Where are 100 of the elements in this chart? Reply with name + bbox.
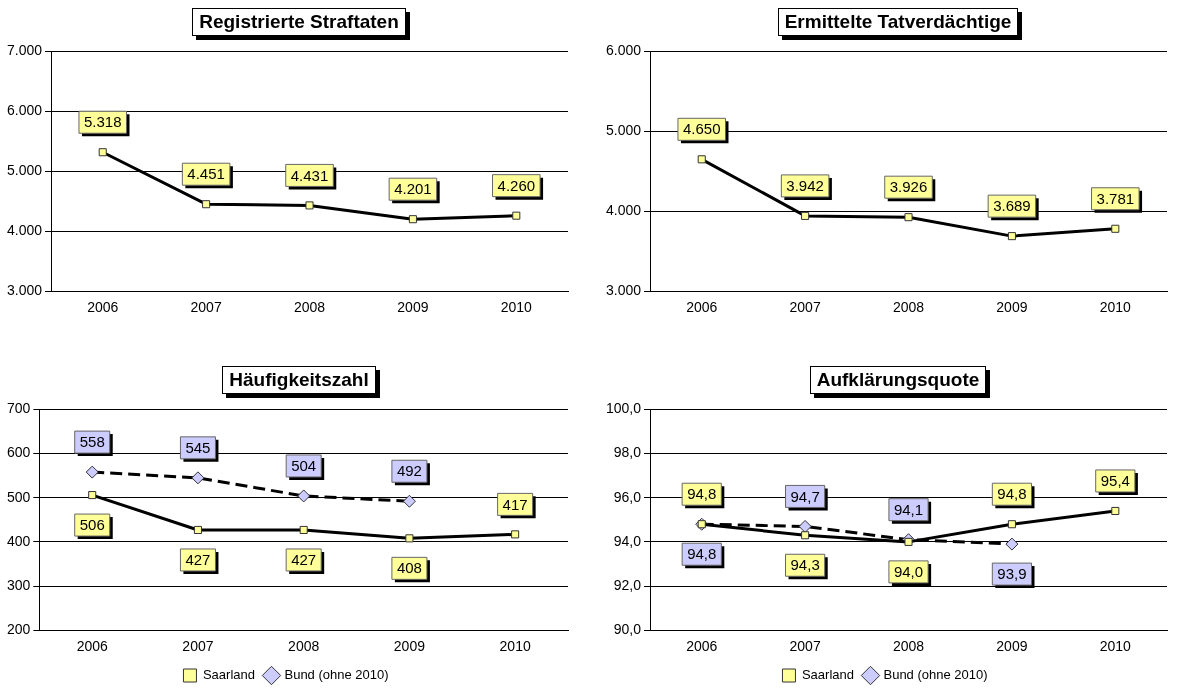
- point: [512, 211, 521, 220]
- x-tick-label: 2008: [892, 638, 925, 655]
- data-label: 545: [185, 438, 211, 456]
- x-tick-label: 2009: [397, 299, 429, 316]
- data-label: 3.689: [993, 197, 1031, 215]
- data-label: 417: [502, 495, 528, 513]
- y-tick-label: 5.000: [605, 122, 642, 139]
- legend-label: Saarland: [202, 667, 255, 683]
- data-label: 4.650: [682, 120, 721, 138]
- y-tick-label: 100,0: [605, 400, 642, 417]
- x-tick-label: 2008: [293, 299, 326, 316]
- data-label: 94,1: [893, 500, 924, 518]
- y-tick-label: 92,0: [613, 576, 642, 593]
- y-tick-label: 4.000: [6, 222, 43, 239]
- y-tick-label: 6.000: [6, 102, 43, 119]
- x-tick-label: 2010: [499, 638, 531, 655]
- data-label: 506: [79, 516, 105, 534]
- data-label: 94,8: [997, 485, 1027, 503]
- x-tick-label: 2009: [996, 638, 1028, 655]
- data-label: 408: [396, 559, 422, 577]
- point: [405, 534, 414, 543]
- data-label: 3.942: [786, 177, 824, 195]
- legend-label: Saarland: [801, 667, 854, 683]
- y-tick-label: 500: [7, 488, 31, 505]
- point: [408, 215, 417, 224]
- legend-label: Bund (ohne 2010): [883, 667, 988, 683]
- x-tick-label: 2007: [789, 299, 821, 316]
- x-tick-label: 2010: [1099, 299, 1132, 316]
- data-label: 94,7: [790, 487, 820, 505]
- point: [697, 155, 706, 164]
- x-tick-label: 2007: [190, 299, 222, 316]
- x-tick-label: 2006: [686, 299, 718, 316]
- data-label: 558: [79, 433, 105, 451]
- y-tick-label: 600: [7, 444, 31, 461]
- data-label: 492: [396, 462, 422, 480]
- data-label: 4.201: [394, 180, 432, 198]
- data-label: 3.781: [1096, 189, 1135, 207]
- x-tick-label: 2008: [892, 299, 925, 316]
- data-label: 4.431: [290, 166, 329, 184]
- point: [402, 494, 416, 508]
- y-tick-label: 400: [7, 532, 31, 549]
- point: [1007, 520, 1016, 529]
- y-tick-label: 5.000: [6, 162, 43, 179]
- point: [1007, 232, 1016, 241]
- point: [511, 530, 520, 539]
- data-label: 4.260: [497, 176, 536, 194]
- data-label: 94,8: [687, 545, 717, 563]
- data-label: 94,8: [687, 485, 717, 503]
- data-label: 4.451: [187, 165, 225, 183]
- x-tick-label: 2010: [1099, 638, 1132, 655]
- x-tick-label: 2006: [87, 299, 119, 316]
- y-tick-label: 6.000: [605, 42, 642, 59]
- x-tick-label: 2009: [393, 638, 426, 655]
- point: [297, 489, 311, 503]
- y-tick-label: 90,0: [613, 621, 642, 638]
- chart-title: Aufklärungsquote: [809, 366, 987, 394]
- point: [191, 471, 205, 485]
- point: [1111, 224, 1120, 233]
- data-label: 427: [185, 551, 211, 569]
- chart-title: Registrierte Straftaten: [192, 8, 406, 36]
- x-tick-label: 2008: [288, 638, 320, 655]
- chart-title: Häufigkeitszahl: [222, 366, 376, 394]
- point: [798, 519, 812, 533]
- point: [801, 531, 810, 540]
- y-tick-label: 4.000: [605, 202, 642, 219]
- x-tick-label: 2007: [182, 638, 214, 655]
- data-label: 95,4: [1100, 472, 1130, 490]
- point: [88, 491, 97, 500]
- data-label: 93,9: [997, 565, 1027, 583]
- point: [299, 525, 308, 534]
- point: [801, 211, 810, 220]
- y-tick-label: 700: [7, 400, 31, 417]
- point: [904, 213, 913, 222]
- x-tick-label: 2006: [686, 638, 718, 655]
- chart-title: Ermittelte Tatverdächtige: [777, 8, 1019, 36]
- x-tick-label: 2010: [500, 299, 533, 316]
- point: [904, 537, 913, 546]
- y-tick-label: 200: [7, 621, 31, 638]
- y-tick-label: 3.000: [605, 282, 642, 299]
- data-label: 3.926: [889, 178, 928, 196]
- x-tick-label: 2006: [76, 638, 108, 655]
- point: [85, 465, 99, 479]
- x-tick-label: 2009: [996, 299, 1028, 316]
- data-label: 5.318: [83, 113, 122, 131]
- data-label: 504: [291, 457, 317, 475]
- point: [98, 148, 107, 157]
- point: [1005, 537, 1019, 551]
- data-label: 94,0: [893, 563, 924, 581]
- y-tick-label: 300: [7, 576, 31, 593]
- y-tick-label: 7.000: [6, 42, 43, 59]
- x-tick-label: 2007: [789, 638, 821, 655]
- y-tick-label: 94,0: [613, 532, 642, 549]
- point: [1111, 506, 1120, 515]
- point: [193, 525, 202, 534]
- y-tick-label: 98,0: [613, 444, 642, 461]
- data-label: 427: [291, 551, 317, 569]
- data-label: 94,3: [790, 556, 820, 574]
- y-tick-label: 96,0: [613, 488, 642, 505]
- legend-label: Bund (ohne 2010): [284, 667, 389, 683]
- point: [305, 201, 314, 210]
